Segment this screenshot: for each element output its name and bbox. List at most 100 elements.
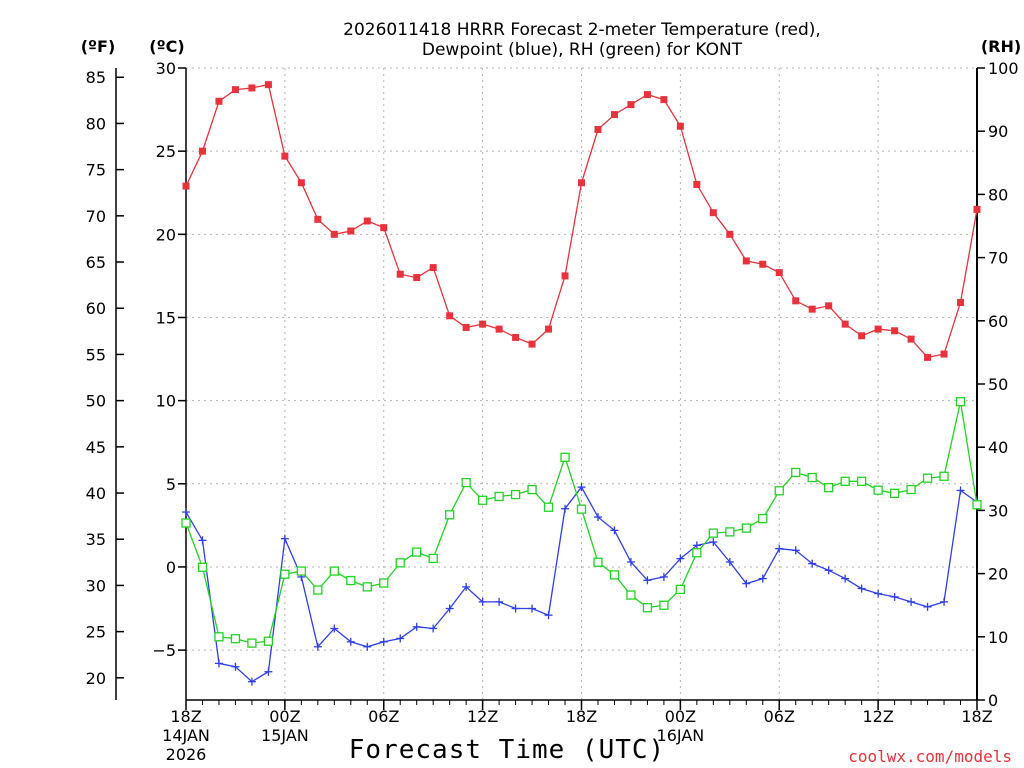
- rh-point: [263, 636, 274, 646]
- rh-tick-label: 40: [988, 438, 1008, 457]
- chart-title-line-2: Dewpoint (blue), RH (green) for KONT: [422, 40, 743, 60]
- x-axis-label: Forecast Time (UTC): [349, 735, 665, 765]
- fahrenheit-tick-label: 75: [86, 161, 106, 180]
- fahrenheit-tick-label: 60: [86, 299, 106, 318]
- temperature-point: [281, 152, 289, 160]
- series-line-temperature: [185, 83, 978, 359]
- rh-point: [576, 504, 587, 514]
- celsius-tick-label: 25: [156, 142, 176, 161]
- rh-point: [395, 558, 405, 568]
- rh-point: [708, 528, 718, 538]
- temperature-point: [479, 320, 487, 328]
- credit-link[interactable]: coolwx.com/models: [848, 747, 1012, 766]
- rh-point: [527, 484, 537, 495]
- rh-point: [181, 518, 191, 528]
- temperature-point: [446, 312, 454, 320]
- rh-point: [329, 566, 339, 576]
- x-tick-label: 18Z: [961, 707, 992, 726]
- rh-point: [972, 500, 982, 510]
- axes: [115, 67, 985, 710]
- x-tick-label: 06Z: [368, 707, 399, 726]
- temperature-point: [907, 335, 915, 343]
- x-tick-date: 14JAN: [162, 726, 210, 745]
- rh-point: [642, 603, 653, 613]
- rh-tick-label: 50: [988, 375, 1008, 394]
- tick-labels: −5 0 5 10 15 20 25 30 20 25 30 35 40 45 50 55 60 65 70 75 80…: [86, 59, 1019, 764]
- temperature-point: [858, 332, 866, 340]
- rh-point: [197, 562, 208, 572]
- temperature-point: [495, 325, 503, 333]
- rh-tick-label: 100: [988, 59, 1019, 78]
- temperature-point: [429, 264, 437, 272]
- temperature-point: [545, 325, 553, 333]
- temperature-point: [347, 227, 355, 235]
- celsius-tick-label: 20: [156, 225, 176, 244]
- temperature-point: [759, 260, 767, 268]
- temperature-point: [643, 91, 651, 99]
- temperature-point: [182, 182, 190, 190]
- temperature-point: [610, 111, 618, 119]
- rh-point: [873, 485, 883, 495]
- fahrenheit-tick-label: 80: [86, 114, 106, 133]
- rh-point: [922, 473, 933, 483]
- rh-point: [939, 471, 949, 481]
- temperature-point: [940, 350, 948, 358]
- temperature-point: [561, 272, 569, 280]
- rh-point: [889, 488, 900, 498]
- rh-point: [445, 510, 455, 520]
- fahrenheit-tick-label: 40: [86, 484, 106, 503]
- rh-tick-label: 70: [988, 249, 1008, 268]
- rh-point: [477, 495, 488, 505]
- temperature-point: [676, 122, 684, 130]
- rh-point: [906, 484, 916, 495]
- rh-point: [560, 452, 570, 462]
- temperature-point: [528, 340, 536, 348]
- temperature-point: [248, 84, 256, 92]
- rh-point: [214, 632, 224, 642]
- x-tick-label: 18Z: [566, 707, 597, 726]
- rh-point: [379, 578, 389, 588]
- rh-tick-label: 30: [988, 501, 1008, 520]
- fahrenheit-tick-label: 20: [86, 669, 106, 688]
- rh-point: [346, 575, 356, 586]
- temperature-point: [627, 101, 635, 109]
- temperature-point: [330, 230, 338, 238]
- rh-tick-label: 10: [988, 628, 1008, 647]
- x-tick-label: 06Z: [764, 707, 795, 726]
- rh-point: [593, 557, 603, 567]
- fahrenheit-tick-label: 45: [86, 438, 106, 457]
- rh-unit-label: (RH): [981, 37, 1021, 56]
- fahrenheit-tick-label: 85: [86, 68, 106, 87]
- fahrenheit-unit-label: (ºF): [81, 37, 116, 56]
- fahrenheit-tick-label: 30: [86, 576, 106, 595]
- rh-point: [362, 582, 372, 592]
- fahrenheit-tick-label: 35: [86, 530, 106, 549]
- temperature-point: [957, 299, 965, 307]
- x-tick-label: 12Z: [467, 707, 498, 726]
- rh-point: [428, 553, 438, 564]
- x-tick-label: 00Z: [665, 707, 696, 726]
- temperature-point: [578, 179, 585, 187]
- celsius-tick-label: 15: [156, 308, 176, 327]
- rh-point: [412, 547, 422, 557]
- rh-point: [626, 590, 636, 600]
- rh-point: [230, 634, 241, 644]
- rh-tick-label: 0: [988, 691, 998, 710]
- x-tick-year: 2026: [166, 745, 207, 764]
- temperature-point: [363, 217, 371, 225]
- temperature-point: [198, 147, 206, 155]
- rh-point: [807, 472, 817, 483]
- rh-point: [659, 600, 669, 610]
- temperature-point: [825, 302, 833, 310]
- series-dewpoint: [182, 483, 981, 686]
- x-tick-label: 18Z: [170, 707, 201, 726]
- temperature-point: [594, 126, 602, 134]
- temperature-point: [775, 269, 783, 277]
- celsius-tick-label: 30: [156, 59, 176, 78]
- rh-point: [543, 502, 554, 512]
- celsius-tick-label: 5: [166, 475, 176, 494]
- temperature-point: [215, 97, 223, 105]
- temperature-point: [512, 333, 520, 341]
- rh-point: [280, 569, 290, 579]
